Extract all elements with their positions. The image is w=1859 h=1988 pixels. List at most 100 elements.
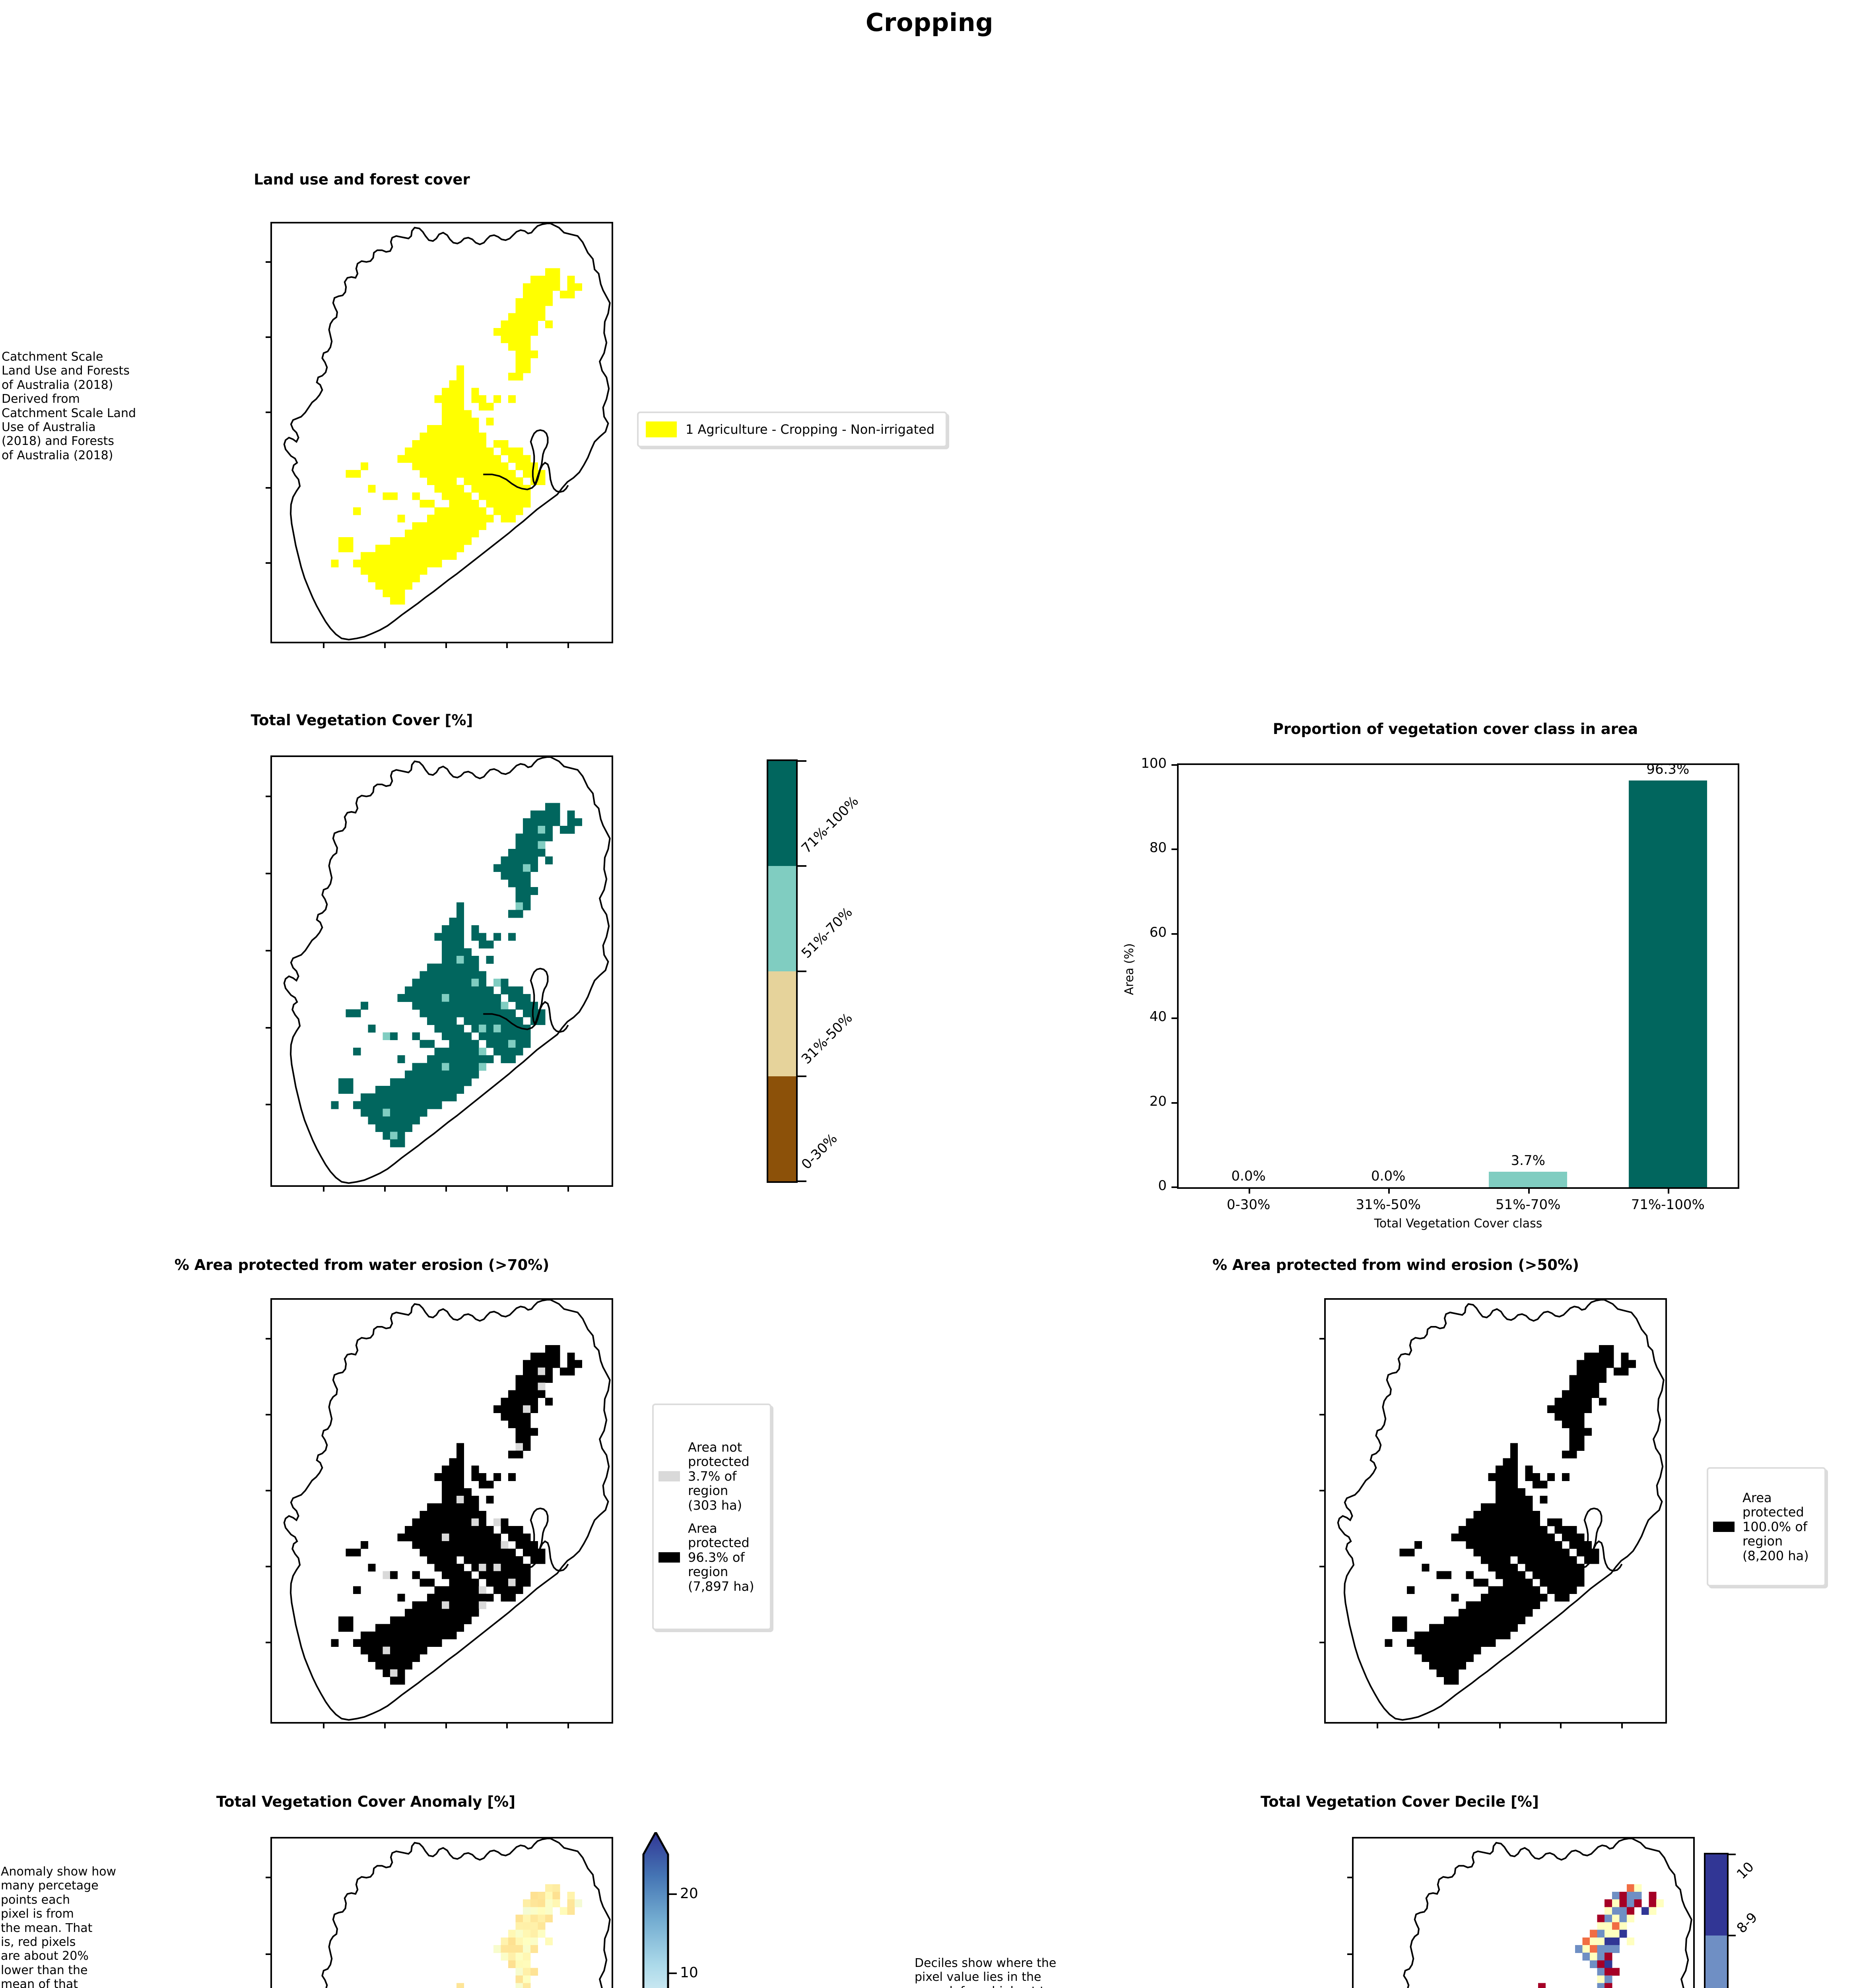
wind-erosion-map[interactable] bbox=[1319, 1298, 1667, 1728]
map-tick-bottom-2 bbox=[445, 642, 447, 648]
vegcover-cb-tick-3 bbox=[796, 865, 806, 867]
map-tick-bottom-3 bbox=[1560, 1722, 1562, 1728]
map-tick-bottom-0 bbox=[323, 642, 325, 648]
map-tick-bottom-0 bbox=[323, 1722, 325, 1728]
chart-xtick-label-1: 31%-50% bbox=[1356, 1197, 1421, 1213]
vegcover-panel-title: Total Vegetation Cover [%] bbox=[251, 712, 473, 729]
anomaly-sidenote: Anomaly show how many percetage points e… bbox=[1, 1865, 117, 1988]
wind-erosion-legend-label-0: Area protected 100.0% of region (8,200 h… bbox=[1742, 1490, 1809, 1563]
vegcover-cb-tick-4 bbox=[796, 760, 806, 762]
chart-x-axis-title: Total Vegetation Cover class bbox=[1374, 1217, 1542, 1231]
vegcover-cb-tick-1 bbox=[796, 1075, 806, 1077]
map-tick-bottom-2 bbox=[445, 1722, 447, 1728]
landuse-panel-title: Land use and forest cover bbox=[254, 171, 470, 188]
map-wind-canvas bbox=[1326, 1300, 1665, 1722]
map-tick-bottom-0 bbox=[323, 1185, 325, 1192]
map-tick-left-3 bbox=[266, 1566, 272, 1568]
anomaly-cb-label-1: 10 bbox=[680, 1965, 698, 1981]
chart-xtick-1 bbox=[1388, 1187, 1390, 1194]
landuse-legend: 1 Agriculture - Cropping - Non-irrigated bbox=[637, 412, 947, 447]
decile-panel-title: Total Vegetation Cover Decile [%] bbox=[1261, 1793, 1539, 1810]
decile-cb-segment-4 bbox=[1706, 1854, 1727, 1936]
vegcover-cb-segment-3 bbox=[768, 761, 796, 866]
map-tick-left-0 bbox=[266, 261, 272, 263]
decile-cb-segment-3 bbox=[1706, 1936, 1727, 1988]
chart-xtick-label-2: 51%-70% bbox=[1496, 1197, 1561, 1213]
vegcover-cb-segment-0 bbox=[768, 1076, 796, 1181]
chart-ytick-label-4: 80 bbox=[1149, 840, 1167, 856]
water-erosion-legend-label-0: Area not protected 3.7% of region (303 h… bbox=[688, 1439, 750, 1513]
chart-ytick-1 bbox=[1171, 1102, 1179, 1104]
chart-bar-2[interactable] bbox=[1489, 1171, 1568, 1187]
map-tick-bottom-1 bbox=[384, 1722, 386, 1728]
anomaly-colorbar: 20100−10−20 bbox=[638, 1830, 725, 1988]
vegcover-cb-label-1: 31%-50% bbox=[798, 1010, 856, 1068]
map-tick-bottom-0 bbox=[1377, 1722, 1379, 1728]
decile-cb-tick-4 bbox=[1727, 1935, 1736, 1937]
water-erosion-legend-swatch-1 bbox=[659, 1552, 680, 1563]
page-title: Cropping bbox=[865, 8, 994, 37]
decile-map[interactable] bbox=[1347, 1837, 1695, 1988]
chart-ytick-label-5: 100 bbox=[1141, 755, 1167, 771]
water-erosion-legend-label-1: Area protected 96.3% of region (7,897 ha… bbox=[688, 1521, 754, 1594]
chart-ytick-0 bbox=[1171, 1186, 1179, 1188]
vegcover-map[interactable] bbox=[266, 755, 613, 1192]
map-tick-left-4 bbox=[266, 1642, 272, 1644]
vegcover-cb-label-3: 71%-100% bbox=[798, 793, 862, 857]
map-tick-left-0 bbox=[266, 1338, 272, 1340]
map-tick-left-1 bbox=[266, 1953, 272, 1955]
chart-bar-3[interactable] bbox=[1628, 780, 1707, 1187]
landuse-map[interactable] bbox=[266, 222, 613, 648]
chart-bar-value-3: 96.3% bbox=[1646, 761, 1690, 778]
chart-xtick-3 bbox=[1668, 1187, 1670, 1194]
water-erosion-map[interactable] bbox=[266, 1298, 613, 1728]
map-tick-left-2 bbox=[266, 1489, 272, 1491]
map-vegcover-canvas bbox=[272, 757, 612, 1185]
chart-bar-value-0: 0.0% bbox=[1231, 1168, 1266, 1184]
map-tick-left-0 bbox=[266, 1877, 272, 1879]
map-tick-bottom-4 bbox=[1621, 1722, 1623, 1728]
map-decile-canvas bbox=[1354, 1839, 1693, 1988]
chart-ytick-label-0: 0 bbox=[1158, 1178, 1167, 1194]
chart-y-axis-title: Area (%) bbox=[1122, 943, 1136, 995]
map-tick-bottom-1 bbox=[384, 1185, 386, 1192]
map-tick-left-1 bbox=[266, 872, 272, 874]
anomaly-map[interactable] bbox=[266, 1837, 613, 1988]
map-tick-left-0 bbox=[1347, 1877, 1354, 1879]
map-tick-bottom-3 bbox=[506, 1722, 508, 1728]
chart-xtick-label-0: 0-30% bbox=[1227, 1197, 1270, 1213]
anomaly-colorbar-canvas bbox=[642, 1830, 669, 1988]
vegcover-cb-label-0: 0-30% bbox=[798, 1130, 841, 1173]
vegcover-colorbar bbox=[767, 759, 806, 1183]
anomaly-cb-tick-1 bbox=[668, 1972, 677, 1974]
wind-erosion-panel-title: % Area protected from wind erosion (>50%… bbox=[1212, 1256, 1579, 1274]
vegcover-cb-tick-0 bbox=[796, 1180, 806, 1182]
map-tick-left-1 bbox=[1319, 1413, 1326, 1415]
vegcover-cb-tick-2 bbox=[796, 970, 806, 972]
chart-xtick-label-3: 71%-100% bbox=[1631, 1197, 1705, 1213]
map-tick-bottom-4 bbox=[567, 1722, 569, 1728]
decile-cb-label-3: 8-9 bbox=[1733, 1909, 1761, 1937]
map-tick-left-3 bbox=[1319, 1566, 1326, 1568]
map-tick-bottom-1 bbox=[1437, 1722, 1439, 1728]
chart-bar-value-2: 3.7% bbox=[1511, 1152, 1545, 1169]
vegcover-cb-segment-1 bbox=[768, 971, 796, 1076]
chart-title: Proportion of vegetation cover class in … bbox=[1272, 720, 1638, 738]
map-landuse-canvas bbox=[272, 223, 612, 642]
chart-ytick-2 bbox=[1171, 1017, 1179, 1019]
decile-sidenote: Deciles show where the pixel value lies … bbox=[915, 1956, 1057, 1988]
water-erosion-legend: Area not protected 3.7% of region (303 h… bbox=[652, 1404, 771, 1630]
map-tick-left-2 bbox=[1319, 1489, 1326, 1491]
chart-ytick-label-2: 40 bbox=[1149, 1009, 1167, 1025]
map-tick-bottom-4 bbox=[567, 1185, 569, 1192]
map-tick-bottom-2 bbox=[445, 1185, 447, 1192]
landuse-legend-swatch bbox=[646, 421, 677, 437]
map-tick-bottom-4 bbox=[567, 642, 569, 648]
anomaly-panel-title: Total Vegetation Cover Anomaly [%] bbox=[216, 1793, 516, 1810]
chart-ytick-label-3: 60 bbox=[1149, 924, 1167, 940]
map-tick-left-1 bbox=[1347, 1953, 1354, 1955]
water-erosion-legend-swatch-0 bbox=[659, 1471, 680, 1481]
map-tick-left-4 bbox=[266, 562, 272, 564]
chart-plot-area bbox=[1179, 765, 1738, 1187]
map-tick-left-3 bbox=[266, 1027, 272, 1029]
